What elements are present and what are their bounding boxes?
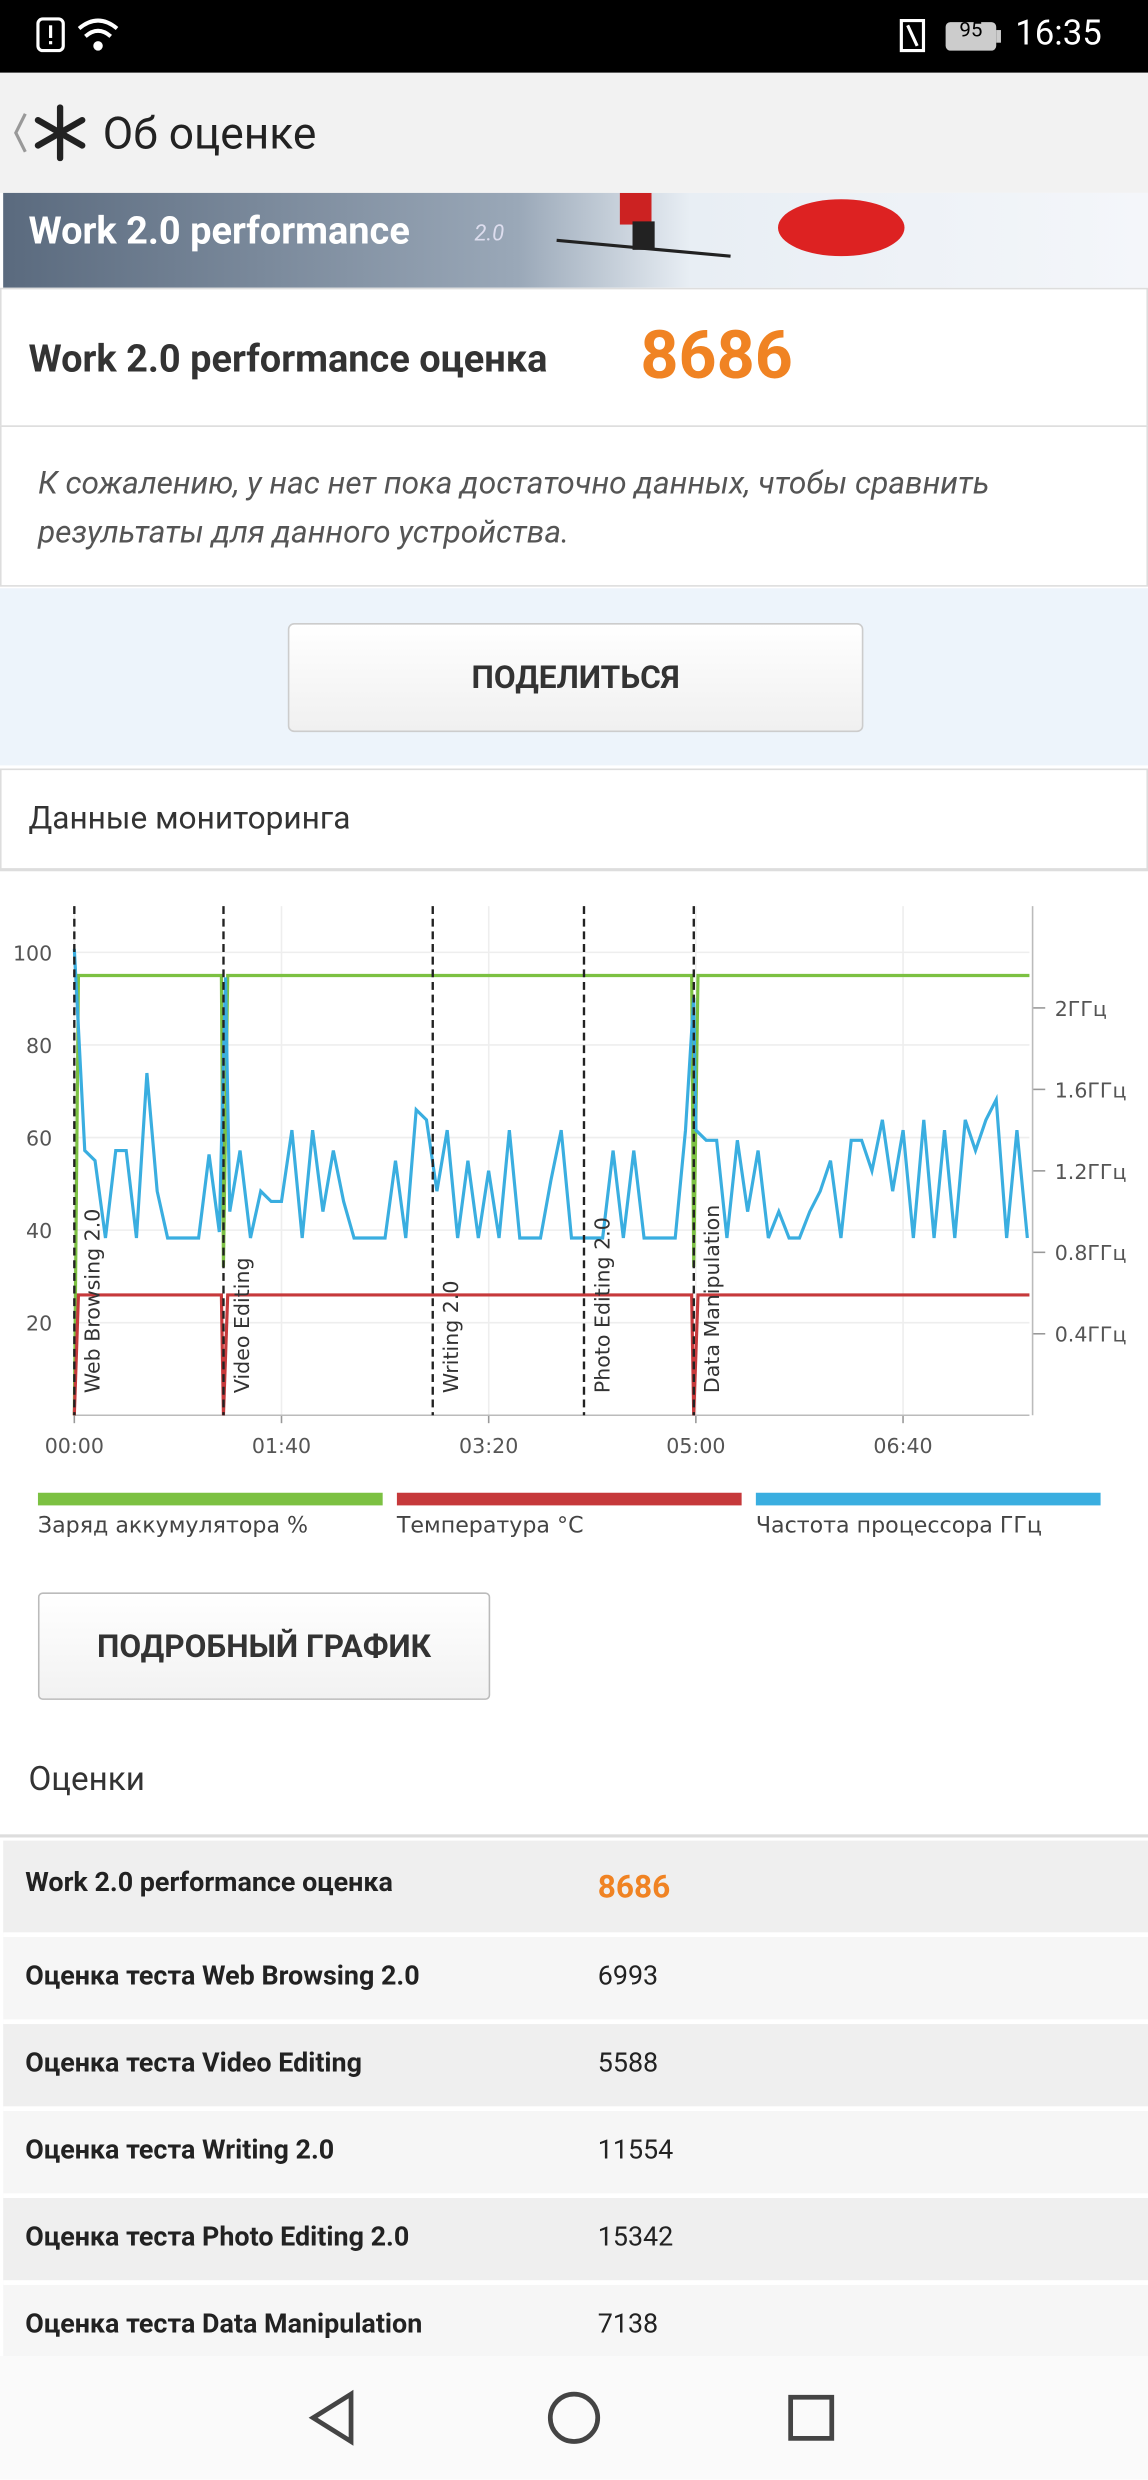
page-title: Об оценке [102,107,317,160]
x-tick-label: 03:20 [459,1434,518,1458]
score-value: 8686 [640,317,793,396]
status-bar: 95 16:35 [0,0,1148,73]
score-row: Оценка теста Writing 2.0 11554 [3,2111,1148,2199]
score-row: Work 2.0 performance оценка 8686 [3,1840,1148,1938]
battery-level: 95 [959,18,983,43]
marker-label: Photo Editing 2.0 [590,1217,614,1393]
series-line [72,973,1030,1416]
score-row: Оценка теста Video Editing 5588 [3,2024,1148,2112]
score-row-value: 15342 [597,2221,674,2254]
status-icons [36,17,119,53]
score-row: Оценка теста Web Browsing 2.0 6993 [3,1937,1148,2025]
marker-label: Writing 2.0 [439,1281,463,1394]
score-row: Оценка теста Photo Editing 2.0 15342 [3,2198,1148,2285]
y2-tick-label: 0.8ГГц [1055,1241,1127,1265]
y-tick-label: 40 [26,1219,52,1243]
y2-tick-label: 1.2ГГц [1055,1160,1127,1184]
banner-version: 2.0 [474,221,505,247]
nav-icons [308,2389,835,2446]
y2-tick-label: 1.6ГГц [1055,1078,1127,1102]
back-icon[interactable] [6,104,95,162]
score-row-label: Оценка теста Data Manipulation [25,2308,423,2341]
score-row-label: Оценка теста Web Browsing 2.0 [25,1960,420,1993]
score-row-value: 6993 [597,1960,659,1993]
score-row-label: Оценка теста Writing 2.0 [25,2134,335,2167]
nav-home[interactable] [547,2391,601,2444]
banner-image [556,192,905,258]
marker-label: Data Manipulation [700,1205,724,1393]
series-line [72,948,1029,1240]
banner: Work 2.0 performance 2.0 [3,192,1148,288]
score-card: Work 2.0 performance оценка 8686 [0,287,1148,427]
score-row-value: 7138 [597,2308,659,2341]
y-tick-label: 20 [26,1312,52,1336]
legend-swatch [37,1492,383,1506]
monitoring-header: Данные мониторинга [0,768,1148,872]
legend-label: Температура °C [396,1512,584,1538]
score-row-label: Оценка теста Photo Editing 2.0 [25,2221,410,2254]
legend-label: Заряд аккумулятора % [38,1512,308,1538]
score-row-value: 8686 [597,1867,671,1906]
banner-title: Work 2.0 performance [28,208,410,254]
score-row-label: Work 2.0 performance оценка [25,1867,393,1900]
x-tick-label: 01:40 [252,1434,311,1458]
y-tick-label: 100 [13,941,52,965]
nav-recent[interactable] [788,2394,835,2441]
y2-tick-label: 0.4ГГц [1055,1323,1127,1347]
y-tick-label: 80 [26,1034,52,1058]
series-line [72,1293,1030,1416]
message-card: К сожалению, у нас нет пока достаточно д… [0,425,1148,587]
app-bar: Об оценке [0,72,1148,193]
monitoring-title: Данные мониторинга [28,798,351,837]
legend-label: Частота процессора ГГц [756,1512,1042,1538]
x-tick-label: 06:40 [873,1434,932,1458]
nav-bar [0,2356,1148,2480]
nfc-battery [899,18,1001,53]
score-row-label: Оценка теста Video Editing [25,2047,362,2080]
detail-button[interactable]: ПОДРОБНЫЙ ГРАФИК [37,1592,491,1700]
x-tick-label: 00:00 [45,1434,104,1458]
legend-swatch [396,1492,742,1506]
y2-tick-label: 2ГГц [1055,997,1107,1021]
marker-label: Web Browsing 2.0 [81,1209,105,1393]
score-label: Work 2.0 performance оценка [28,336,548,382]
marker-label: Video Editing [230,1257,254,1393]
y-tick-label: 60 [26,1126,52,1150]
nav-back[interactable] [308,2389,354,2446]
scores-table: Work 2.0 performance оценка 8686 Оценка те… [3,1840,1148,2372]
message: К сожалению, у нас нет пока достаточно д… [37,463,990,551]
score-row-value: 11554 [597,2134,674,2167]
score-row-value: 5588 [597,2047,659,2080]
share-area: ПОДЕЛИТЬСЯ [0,588,1148,766]
scores-title: Оценки [28,1761,145,1800]
x-tick-label: 05:00 [666,1434,725,1458]
monitoring-chart: 00:00 01:40 03:20 05:00 06:40 20 40 60 80 100 0.4Г… [13,906,1127,1538]
legend-swatch [755,1492,1101,1506]
share-button[interactable]: ПОДЕЛИТЬСЯ [287,623,864,733]
clock: 16:35 [1015,14,1102,54]
divider [0,1834,1148,1838]
